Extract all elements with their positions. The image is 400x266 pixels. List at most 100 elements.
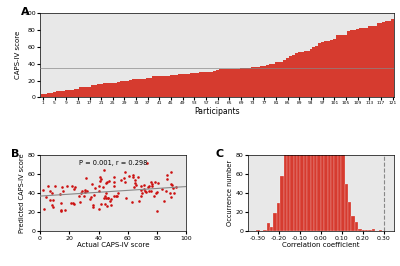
Bar [290, 77, 294, 231]
Bar [129, 80, 132, 97]
Bar [353, 30, 356, 97]
Bar [278, 62, 280, 97]
Bar [213, 71, 216, 97]
Y-axis label: Predicted CAPS-IV score: Predicted CAPS-IV score [19, 153, 25, 233]
Bar [331, 32, 334, 231]
Bar [372, 228, 375, 231]
Point [40, 188, 46, 193]
Bar [94, 85, 97, 97]
Point [60, 189, 66, 193]
Bar [149, 78, 152, 97]
Point [96, 189, 102, 193]
Bar [146, 78, 149, 97]
Point [97, 179, 103, 183]
Point [168, 170, 174, 174]
Y-axis label: CAPS-IV score: CAPS-IV score [16, 31, 22, 80]
Bar [158, 76, 161, 97]
Bar [380, 23, 382, 97]
Point [131, 185, 137, 189]
Bar [311, 0, 314, 231]
Point [113, 194, 119, 198]
Point [171, 191, 178, 195]
X-axis label: Correlation coefficient: Correlation coefficient [282, 242, 360, 248]
Point [145, 185, 152, 189]
Bar [300, 0, 304, 231]
Bar [286, 58, 289, 97]
Point [154, 189, 160, 194]
Bar [231, 69, 234, 97]
Text: B: B [11, 149, 19, 159]
Point [71, 202, 78, 206]
Bar [257, 66, 260, 97]
Point [76, 194, 83, 198]
Point [103, 196, 109, 200]
Bar [152, 76, 155, 97]
Bar [318, 0, 321, 231]
X-axis label: Participants: Participants [194, 107, 240, 116]
Point [164, 177, 170, 181]
Bar [234, 69, 237, 97]
Bar [359, 28, 362, 97]
Point [150, 194, 157, 198]
Point [99, 185, 106, 190]
Bar [219, 69, 222, 97]
Bar [222, 69, 225, 97]
Point [90, 192, 97, 197]
Bar [365, 28, 368, 97]
Bar [114, 82, 117, 97]
Point [70, 200, 77, 205]
Bar [269, 64, 272, 97]
Bar [355, 222, 358, 231]
Bar [344, 35, 347, 97]
Point [82, 188, 88, 192]
Bar [339, 35, 342, 97]
Bar [382, 22, 385, 97]
Point [45, 184, 52, 189]
Bar [240, 68, 242, 97]
Point [173, 185, 179, 189]
Point [49, 202, 55, 207]
Bar [251, 67, 254, 97]
Bar [338, 114, 341, 231]
Point [52, 184, 59, 188]
Point [136, 199, 143, 203]
Bar [334, 101, 338, 231]
Bar [85, 87, 88, 97]
Bar [140, 79, 144, 97]
Point [132, 181, 138, 185]
Bar [59, 91, 62, 97]
Bar [348, 202, 352, 231]
Bar [318, 43, 321, 97]
Point [133, 182, 139, 187]
Point [149, 182, 156, 186]
Point [129, 175, 136, 180]
Point [129, 173, 136, 177]
Point [139, 190, 145, 195]
Bar [178, 74, 181, 97]
Point [103, 190, 109, 195]
Point [88, 195, 94, 199]
Bar [301, 52, 304, 97]
Bar [132, 80, 135, 97]
Point [50, 198, 56, 202]
Bar [327, 41, 330, 97]
Bar [199, 72, 202, 97]
Point [137, 188, 144, 192]
Bar [108, 83, 111, 97]
Bar [103, 83, 106, 97]
Point [82, 176, 89, 180]
Bar [274, 62, 278, 97]
Point [77, 200, 84, 204]
Point [68, 201, 74, 205]
Point [142, 189, 148, 194]
Bar [371, 26, 374, 97]
Bar [362, 230, 365, 231]
Point [97, 175, 104, 180]
X-axis label: Actual CAPS-IV score: Actual CAPS-IV score [77, 242, 149, 248]
Bar [205, 72, 208, 97]
Bar [365, 230, 368, 231]
Bar [378, 230, 382, 231]
Bar [260, 66, 263, 97]
Bar [362, 28, 365, 97]
Text: P = 0.001, r = 0.298: P = 0.001, r = 0.298 [79, 160, 147, 166]
